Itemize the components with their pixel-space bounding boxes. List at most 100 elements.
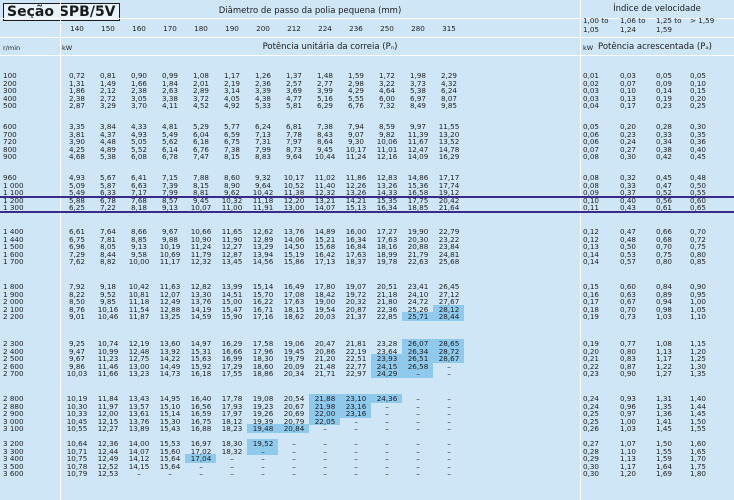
power-cell: 11,23 [97, 354, 119, 364]
rpm-unit-label: r/min [3, 44, 21, 52]
power-cell: 9,67 [161, 227, 178, 236]
power-cell: 16,59 [190, 409, 212, 419]
added-power-cell: 0,15 [690, 86, 707, 96]
power-cell: 9,25 [68, 339, 85, 348]
rpm-cell: 900 [3, 152, 17, 162]
power-cell: 15,92 [190, 361, 212, 371]
power-cell: 7,88 [192, 173, 209, 182]
power-cell: 12,26 [345, 180, 367, 190]
power-cell: 7,78 [285, 129, 302, 139]
power-cell: 13,92 [159, 346, 181, 356]
power-cell: – [385, 446, 389, 456]
added-power-cell: 0,70 [620, 304, 637, 314]
power-cell: – [447, 401, 451, 411]
header-divider [0, 37, 734, 38]
power-cell: 5,81 [285, 101, 302, 111]
added-power-cell: 0,33 [656, 129, 673, 139]
power-cell: 10,55 [66, 424, 88, 434]
added-power-cell: 0,36 [690, 137, 707, 147]
power-cell: 15,14 [159, 409, 181, 419]
power-cell: 8,49 [409, 101, 426, 111]
power-cell: 9,45 [192, 195, 209, 205]
power-cell: 8,15 [192, 180, 209, 190]
power-cell: – [292, 454, 296, 464]
power-cell: 5,33 [254, 101, 271, 111]
added-power-cell: 0,95 [690, 289, 707, 299]
power-cell: 8,66 [130, 227, 147, 236]
power-cell: 6,33 [99, 188, 116, 198]
power-cell: 12,27 [97, 424, 119, 434]
added-power-cell: 0,25 [583, 409, 600, 419]
power-cell: 12,83 [376, 173, 398, 182]
added-power-cell: 1,40 [690, 394, 707, 403]
power-cell: 26,58 [407, 361, 429, 371]
highlight-cell [309, 416, 340, 426]
added-power-cell: 0,19 [583, 339, 600, 348]
power-cell: 12,53 [97, 469, 119, 479]
rpm-cell: 1 900 [3, 289, 24, 299]
power-cell: 5,09 [68, 180, 85, 190]
power-cell: 20,79 [283, 416, 305, 426]
power-cell: 16,34 [376, 203, 398, 213]
added-power-cell: 1,35 [656, 401, 673, 411]
ratio-header-top: > 1,59 [690, 16, 715, 25]
power-cell: 22,19 [345, 346, 367, 356]
rpm-cell: 3 500 [3, 461, 24, 471]
power-cell: 11,79 [190, 249, 212, 259]
power-cell: – [230, 461, 234, 471]
power-cell: 5,77 [223, 122, 240, 131]
power-cell: 28,67 [438, 354, 460, 364]
power-cell: 8,15 [223, 152, 240, 162]
added-power-cell: 1,50 [656, 439, 673, 448]
added-power-cell: 0,70 [690, 227, 707, 236]
power-cell: 16,66 [221, 346, 243, 356]
power-cell: 9,97 [409, 122, 426, 131]
power-cell: – [447, 369, 451, 379]
added-power-cell: 1,00 [620, 416, 637, 426]
power-cell: 2,29 [440, 71, 457, 80]
power-cell: 10,33 [66, 409, 88, 419]
power-cell: 12,27 [221, 242, 243, 252]
highlight-cell [433, 304, 464, 314]
added-power-cell: 0,06 [583, 129, 600, 139]
added-power-cell: 0,03 [583, 93, 600, 103]
power-cell: 17,63 [283, 297, 305, 307]
power-cell: 25,71 [407, 312, 429, 322]
power-cell: 2,01 [192, 78, 209, 88]
power-cell: 13,21 [314, 195, 336, 205]
ratio-header-top: 1,25 to [656, 16, 682, 25]
added-power-cell: 0,07 [620, 78, 637, 88]
added-power-cell: 1,45 [656, 424, 673, 434]
added-power-cell: 0,24 [620, 137, 637, 147]
ratio-header-bottom: 1,59 [656, 25, 673, 34]
power-cell: 23,41 [407, 282, 429, 291]
highlight-cell [402, 354, 433, 363]
power-cell: 15,86 [283, 257, 305, 267]
added-power-cell: 0,38 [656, 144, 673, 154]
added-power-cell: 1,30 [690, 361, 707, 371]
added-power-header: Potência acrescentada (Pₐ) [598, 42, 712, 52]
header-divider [0, 55, 734, 56]
rpm-cell: 2 000 [3, 297, 24, 307]
power-cell: 8,83 [254, 152, 271, 162]
power-cell: 14,73 [159, 369, 181, 379]
rpm-cell: 1 440 [3, 234, 24, 244]
power-cell: 1,31 [68, 78, 85, 88]
rpm-cell: 1 300 [3, 203, 24, 213]
highlight-cell [433, 312, 464, 321]
power-cell: 8,81 [192, 188, 209, 198]
power-cell: 7,32 [378, 101, 395, 111]
added-power-cell: 1,13 [656, 346, 673, 356]
power-cell: 17,17 [438, 173, 460, 182]
highlight-cell [402, 361, 433, 371]
power-cell: 7,99 [254, 144, 271, 154]
power-cell: 13,89 [128, 424, 150, 434]
added-power-cell: 1,45 [690, 409, 707, 419]
added-power-cell: 0,30 [583, 469, 600, 479]
power-cell: 21,79 [407, 249, 429, 259]
power-cell: 5,49 [161, 129, 178, 139]
added-power-cell: 1,10 [690, 312, 707, 322]
added-power-cell: 0,66 [656, 227, 673, 236]
pulley-diameter-header: Diâmetro de passo da polia pequena (mm) [218, 6, 402, 16]
added-power-cell: 0,48 [620, 234, 637, 244]
